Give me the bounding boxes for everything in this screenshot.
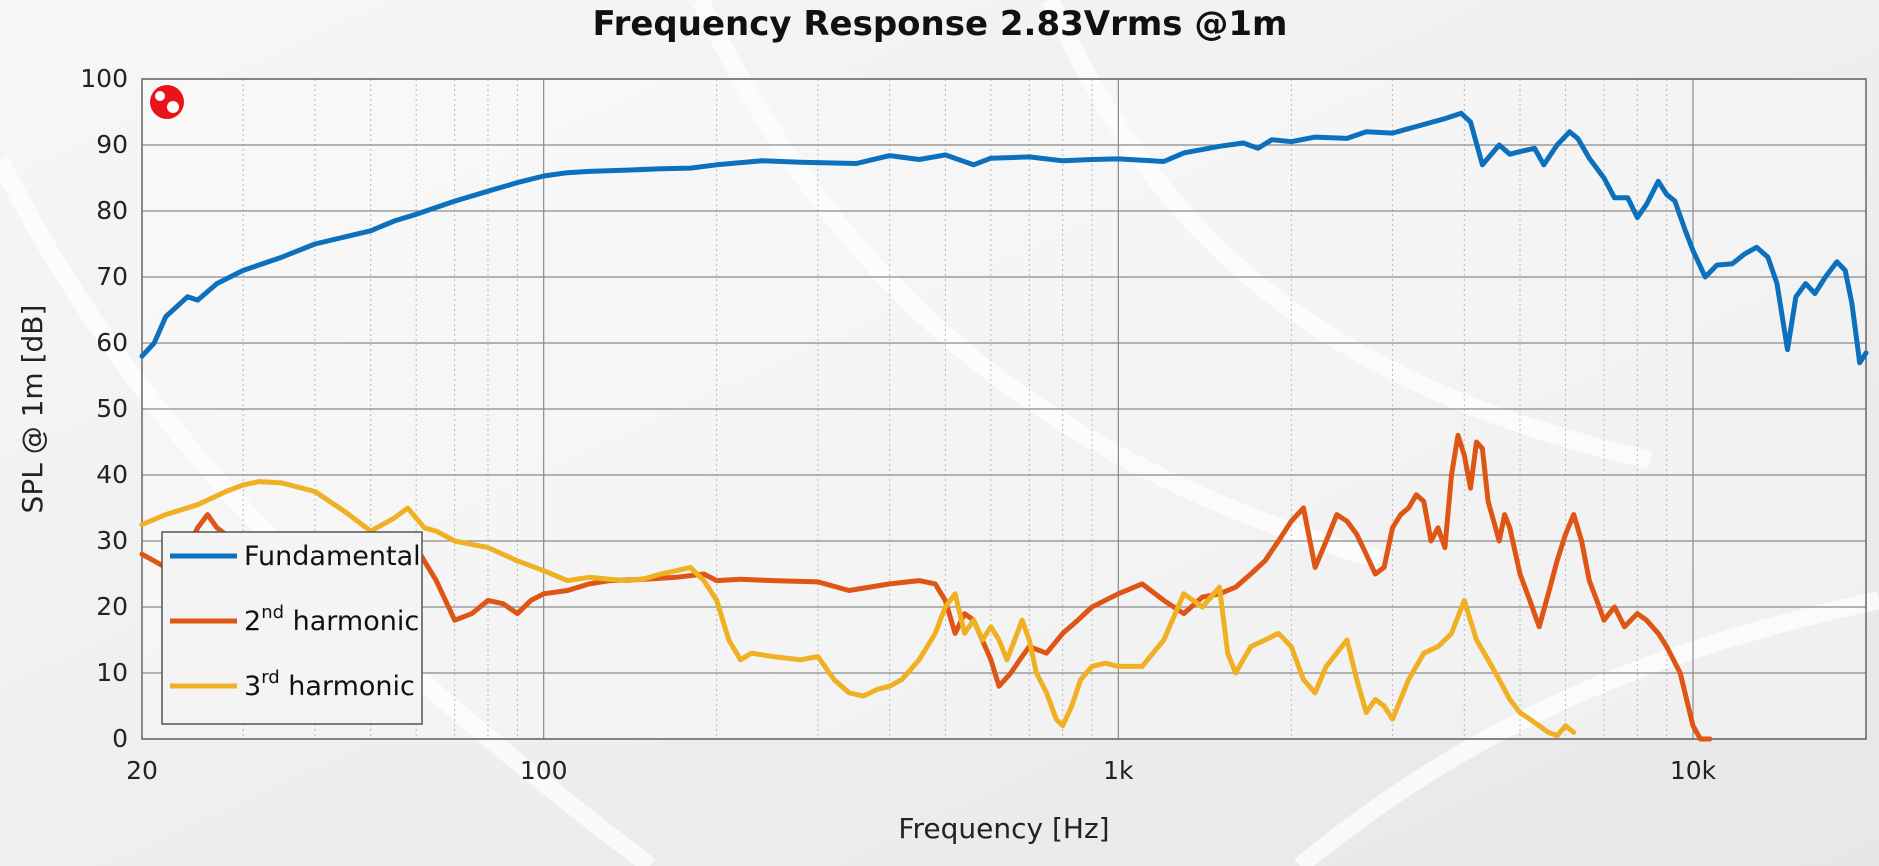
legend-label: Fundamental	[244, 541, 421, 572]
series-lines	[139, 110, 1869, 742]
series-line-2nd-harmonic	[139, 432, 1713, 742]
x-tick-label: 100	[520, 756, 568, 785]
y-tick-label: 100	[80, 64, 128, 93]
y-axis-label: SPL @ 1m [dB]	[16, 305, 49, 514]
series-line-3rd-harmonic	[139, 479, 1577, 739]
x-tick-label: 1k	[1103, 756, 1134, 785]
x-tick-labels: 20 100 1k 10k	[126, 756, 1717, 785]
y-tick-labels: 0 10 20 30 40 50 60 70 80 90 100	[80, 64, 128, 753]
y-tick-label: 0	[112, 724, 128, 753]
y-tick-label: 30	[96, 526, 128, 555]
chart-title: Frequency Response 2.83Vrms @1m	[593, 4, 1288, 44]
x-tick-label: 10k	[1670, 756, 1717, 785]
series-line-fundamental	[139, 110, 1869, 366]
y-tick-label: 10	[96, 658, 128, 687]
y-tick-label: 40	[96, 460, 128, 489]
plot-frame	[141, 78, 1867, 740]
y-tick-label: 50	[96, 394, 128, 423]
x-axis-label: Frequency [Hz]	[898, 812, 1109, 845]
y-tick-label: 80	[96, 196, 128, 225]
x-tick-label: 20	[126, 756, 158, 785]
y-tick-label: 60	[96, 328, 128, 357]
y-tick-label: 70	[96, 262, 128, 291]
legend-box	[161, 531, 423, 725]
y-tick-label: 20	[96, 592, 128, 621]
y-tick-label: 90	[96, 130, 128, 159]
logo-badge	[150, 85, 184, 119]
